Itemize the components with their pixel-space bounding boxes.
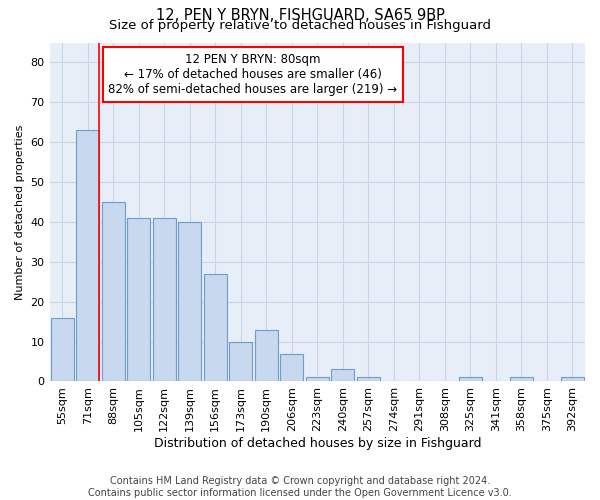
Bar	[153, 218, 176, 382]
Bar	[204, 274, 227, 382]
Bar	[357, 378, 380, 382]
Text: 12 PEN Y BRYN: 80sqm
← 17% of detached houses are smaller (46)
82% of semi-detac: 12 PEN Y BRYN: 80sqm ← 17% of detached h…	[109, 52, 398, 96]
Bar	[229, 342, 252, 382]
Text: Size of property relative to detached houses in Fishguard: Size of property relative to detached ho…	[109, 18, 491, 32]
Bar	[255, 330, 278, 382]
Bar	[459, 378, 482, 382]
Text: Contains HM Land Registry data © Crown copyright and database right 2024.
Contai: Contains HM Land Registry data © Crown c…	[88, 476, 512, 498]
Bar	[306, 378, 329, 382]
Bar	[127, 218, 150, 382]
Bar	[178, 222, 201, 382]
Y-axis label: Number of detached properties: Number of detached properties	[15, 124, 25, 300]
Bar	[280, 354, 303, 382]
Bar	[561, 378, 584, 382]
Bar	[510, 378, 533, 382]
Bar	[102, 202, 125, 382]
Bar	[51, 318, 74, 382]
Bar	[76, 130, 99, 382]
Bar	[331, 370, 354, 382]
Text: 12, PEN Y BRYN, FISHGUARD, SA65 9BP: 12, PEN Y BRYN, FISHGUARD, SA65 9BP	[155, 8, 445, 22]
X-axis label: Distribution of detached houses by size in Fishguard: Distribution of detached houses by size …	[154, 437, 481, 450]
